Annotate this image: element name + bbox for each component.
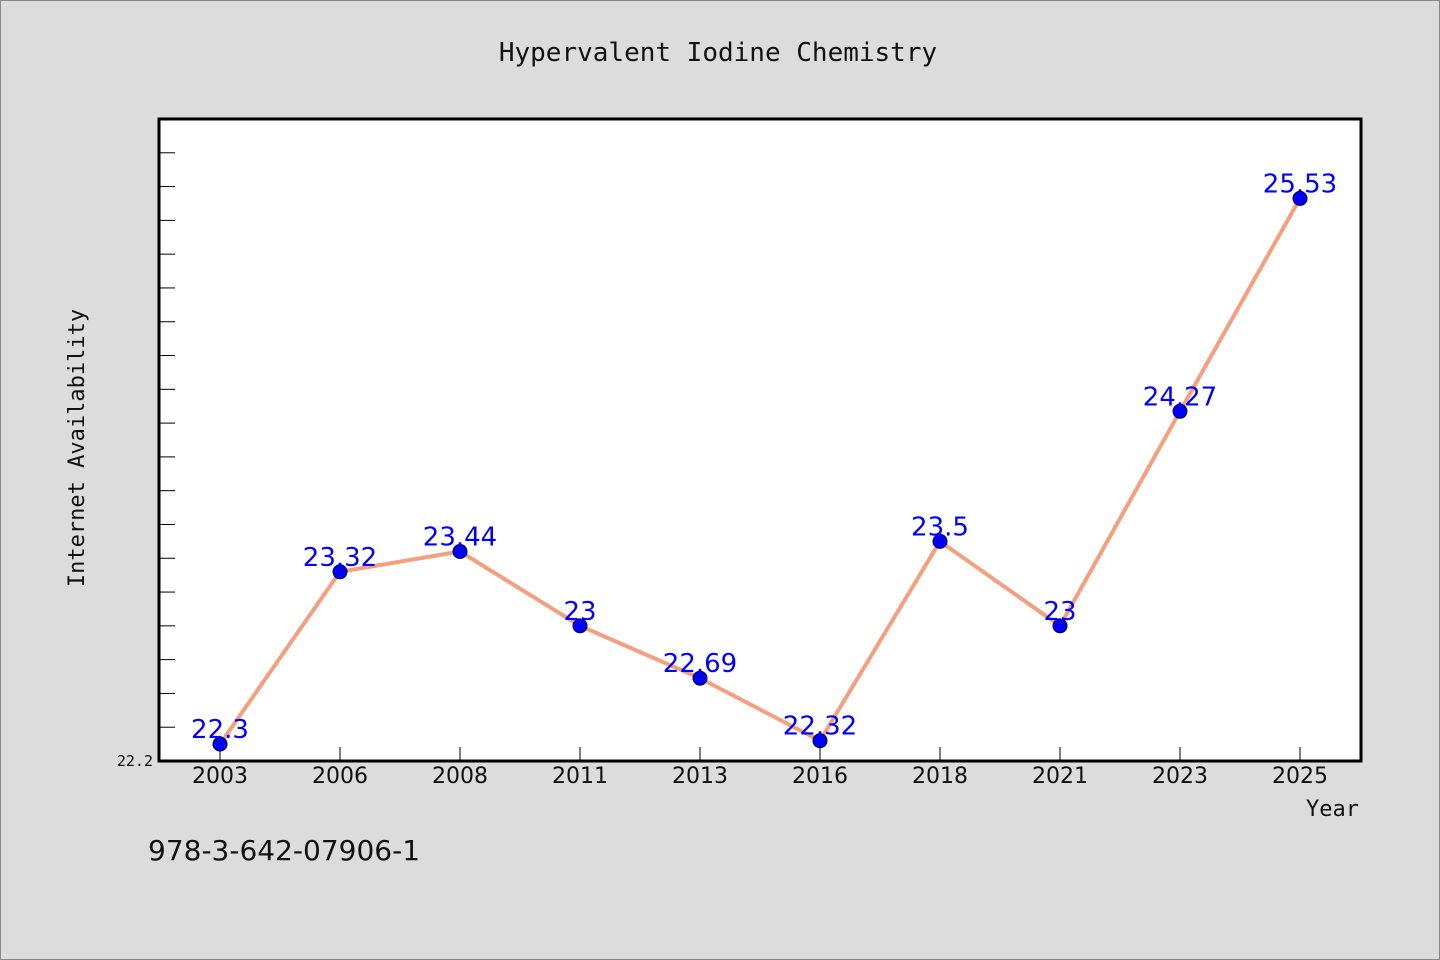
data-labels: 22.3 23.32 23.44 23 22.69 22.32 23.5 23 24.27 25.… [191, 169, 1337, 745]
data-point [1052, 618, 1068, 634]
data-label: 23.32 [303, 543, 377, 573]
y-axis-title: Internet Availability [65, 309, 90, 587]
series-line-group [218, 197, 1302, 746]
data-point [452, 544, 468, 560]
data-label: 23 [563, 597, 596, 627]
data-point [212, 736, 228, 752]
data-label: 22.32 [783, 712, 857, 742]
chart-title: Hypervalent Iodine Chemistry [499, 38, 937, 68]
y-axis-ticks [159, 152, 175, 728]
y-tick-label: 22.2 [117, 752, 153, 770]
x-tick-label: 2013 [672, 764, 728, 789]
x-tick-label: 2016 [792, 764, 848, 789]
data-point [1172, 403, 1188, 419]
data-point [932, 533, 948, 549]
data-label: 23.44 [423, 523, 497, 553]
series-line [218, 197, 1302, 746]
data-point [812, 733, 828, 749]
x-tick-label: 2021 [1032, 764, 1088, 789]
data-point [332, 564, 348, 580]
series-markers [212, 190, 1308, 752]
x-axis-title: Year [1306, 797, 1359, 822]
plot-area [157, 117, 1363, 763]
x-axis-ticks: 2003 2006 2008 2011 2013 2016 2018 2021 2023 2025 [192, 747, 1328, 789]
data-label: 23.5 [911, 512, 969, 542]
x-tick-label: 2011 [552, 764, 608, 789]
data-point [692, 670, 708, 686]
isbn-text: 978-3-642-07906-1 [148, 834, 421, 867]
x-tick-label: 2025 [1272, 764, 1328, 789]
data-label: 24.27 [1143, 382, 1217, 412]
x-tick-label: 2023 [1152, 764, 1208, 789]
x-tick-label: 2006 [312, 764, 368, 789]
x-tick-label: 2018 [912, 764, 968, 789]
data-label: 22.69 [663, 649, 737, 679]
x-tick-label: 2008 [432, 764, 488, 789]
x-tick-label: 2003 [192, 764, 248, 789]
data-label: 25.53 [1263, 169, 1337, 199]
data-point [1292, 190, 1308, 206]
data-point [572, 618, 588, 634]
data-label: 22.3 [191, 715, 249, 745]
data-label: 23 [1043, 597, 1076, 627]
